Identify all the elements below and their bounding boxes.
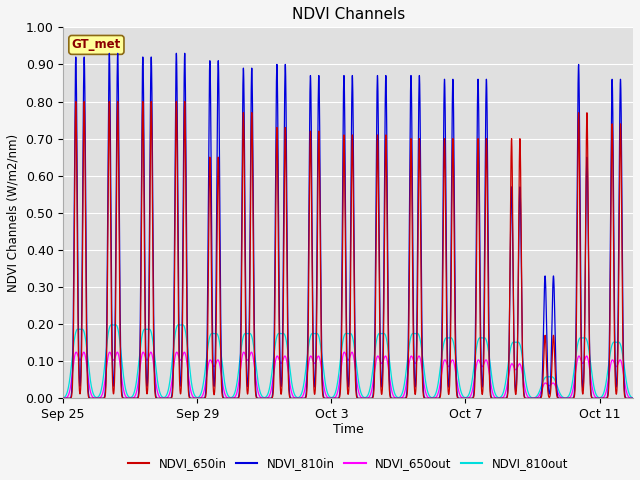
Title: NDVI Channels: NDVI Channels (291, 7, 404, 22)
NDVI_810in (115, 202, 123, 207)
Y-axis label: NDVI Channels (W/m2/nm): NDVI Channels (W/m2/nm) (7, 134, 20, 292)
X-axis label: Time: Time (333, 422, 364, 435)
NDVI_810in (428, 396, 435, 401)
NDVI_650in (629, 396, 637, 401)
NDVI_810out (179, 322, 186, 327)
NDVI_810out (428, 395, 435, 400)
NDVI_650in (189, 396, 197, 401)
NDVI_810in (189, 396, 197, 401)
NDVI_810out (115, 334, 123, 340)
NDVI_650in (428, 396, 435, 401)
NDVI_650out (113, 349, 121, 355)
Line: NDVI_650in: NDVI_650in (63, 102, 633, 398)
NDVI_650out (527, 396, 535, 401)
NDVI_650out (189, 394, 197, 400)
Line: NDVI_810out: NDVI_810out (63, 324, 633, 398)
NDVI_810out (527, 395, 535, 400)
Legend: NDVI_650in, NDVI_810in, NDVI_650out, NDVI_810out: NDVI_650in, NDVI_810in, NDVI_650out, NDV… (124, 453, 573, 475)
NDVI_810out (189, 388, 197, 394)
NDVI_810out (536, 388, 543, 394)
NDVI_650in (536, 396, 544, 401)
NDVI_650in (181, 99, 189, 105)
NDVI_650out (115, 356, 123, 362)
NDVI_810out (142, 326, 150, 332)
NDVI_650out (536, 392, 543, 397)
NDVI_650out (60, 396, 67, 401)
NDVI_810in (527, 396, 535, 401)
NDVI_650in (60, 396, 67, 401)
NDVI_650in (527, 396, 535, 401)
NDVI_650out (428, 396, 435, 401)
NDVI_810in (142, 368, 150, 373)
Line: NDVI_650out: NDVI_650out (63, 352, 633, 398)
Line: NDVI_810in: NDVI_810in (63, 53, 633, 398)
NDVI_810in (629, 396, 637, 401)
NDVI_650out (629, 396, 637, 401)
NDVI_810out (60, 395, 67, 401)
NDVI_650out (142, 357, 150, 362)
NDVI_650in (115, 248, 123, 253)
NDVI_810in (536, 396, 543, 401)
NDVI_810in (60, 396, 67, 401)
NDVI_810in (181, 50, 189, 56)
NDVI_810out (629, 395, 637, 401)
Text: GT_met: GT_met (72, 38, 121, 51)
NDVI_650in (142, 382, 150, 387)
NDVI_650in (529, 396, 536, 401)
